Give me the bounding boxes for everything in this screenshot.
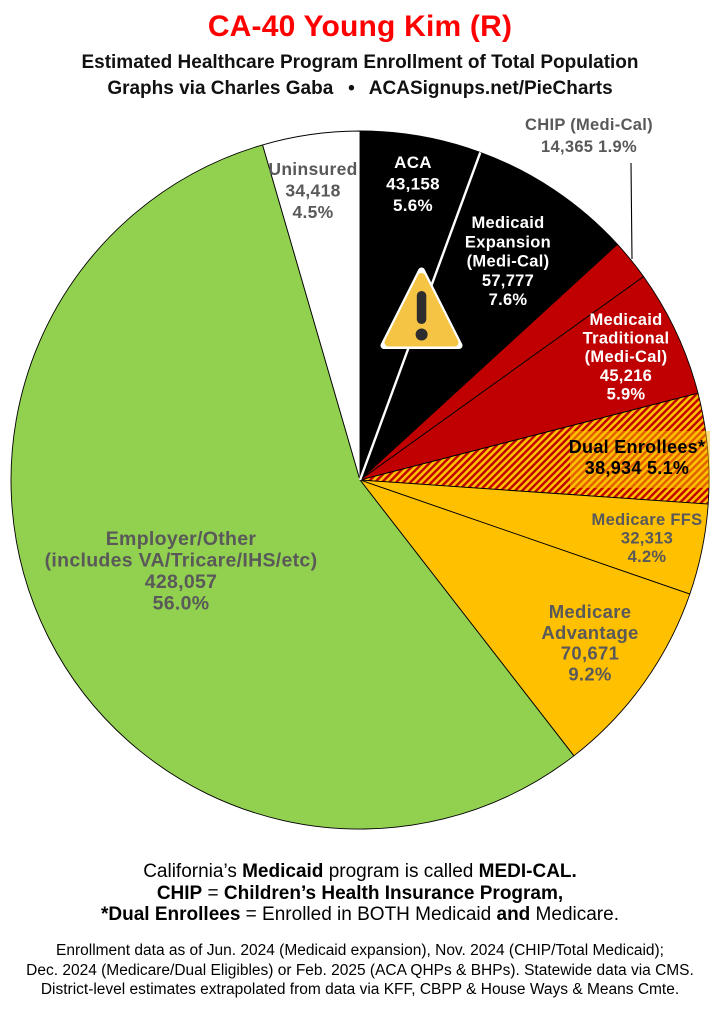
pie-slice-uninsured [262,130,361,481]
chip-leader-line [630,162,633,260]
warning-exclamation-bar [416,291,427,324]
pie-slice-label-aca: ACA 43,158 5.6% [386,153,440,215]
fine-print-block: Enrollment data as of Jun. 2024 (Medicai… [0,941,720,1000]
note-bold-text: Children’s Health Insurance Program, [223,882,564,904]
note-text: = Enrolled in BOTH Medicaid [240,904,497,925]
warning-triangle-icon [380,267,463,349]
note-text: California’s [143,861,243,882]
note-text: program is called [323,861,479,882]
pie-slice-label-medicare-ffs: Medicare FFS 32,313 4.2% [592,511,703,566]
note-line: California’s Medicaid program is called … [0,861,720,883]
note-bold-text: CHIP [156,882,203,904]
pie-slice-label-medicare-advantage: Medicare Advantage 70,671 9.2% [541,601,638,684]
note-bold-text: Medicaid [242,861,324,882]
pie-slice-medicaid-traditional [359,276,699,481]
note-line: CHIP = Children’s Health Insurance Progr… [0,883,720,905]
pie-slice-label-medicaid-traditional: Medicaid Traditional (Medi-Cal) 45,216 5.9% [583,311,670,403]
pie-slice-label-dual-enrollees: Dual Enrollees* 38,934 5.1% [569,437,706,478]
page-title: CA-40 Young Kim (R) [207,10,513,43]
note-line: *Dual Enrollees = Enrolled in BOTH Medic… [0,904,720,926]
note-bold-text: *Dual Enrollees [101,904,241,925]
pie-slice-label-medicaid-expansion: Medicaid Expansion (Medi-Cal) 57,777 7.6% [465,214,551,309]
note-text: = [202,882,224,904]
note-bold-text: MEDI-CAL. [478,861,577,882]
pie-slice-employer-other [10,144,575,830]
dual-enrollees-label-bg [570,431,710,488]
pie-slice-medicaid-expansion [359,151,618,481]
page-byline: Graphs via Charles Gaba • ACASignups.net… [107,78,613,99]
page-subtitle: Estimated Healthcare Program Enrollment … [81,52,639,73]
fine-print-line: Enrollment data as of Jun. 2024 (Medicai… [56,942,664,959]
pie-slice-label-chip: CHIP (Medi-Cal) 14,365 1.9% [525,116,653,156]
warning-exclamation-dot [415,328,428,341]
notes-block: California’s Medicaid program is called … [0,861,720,926]
fine-print-line: Dec. 2024 (Medicare/Dual Eligibles) or F… [26,961,694,979]
pie-slice-label-uninsured: Uninsured 34,418 4.5% [268,159,357,222]
pie-slice-label-employer-other: Employer/Other (includes VA/Tricare/IHS/e… [45,528,318,615]
pie-slice-medicare-advantage [359,479,691,757]
fine-print-line: District-level estimates extrapolated fr… [40,981,680,998]
note-bold-text: and [496,904,531,925]
note-text: Medicare. [530,904,619,925]
